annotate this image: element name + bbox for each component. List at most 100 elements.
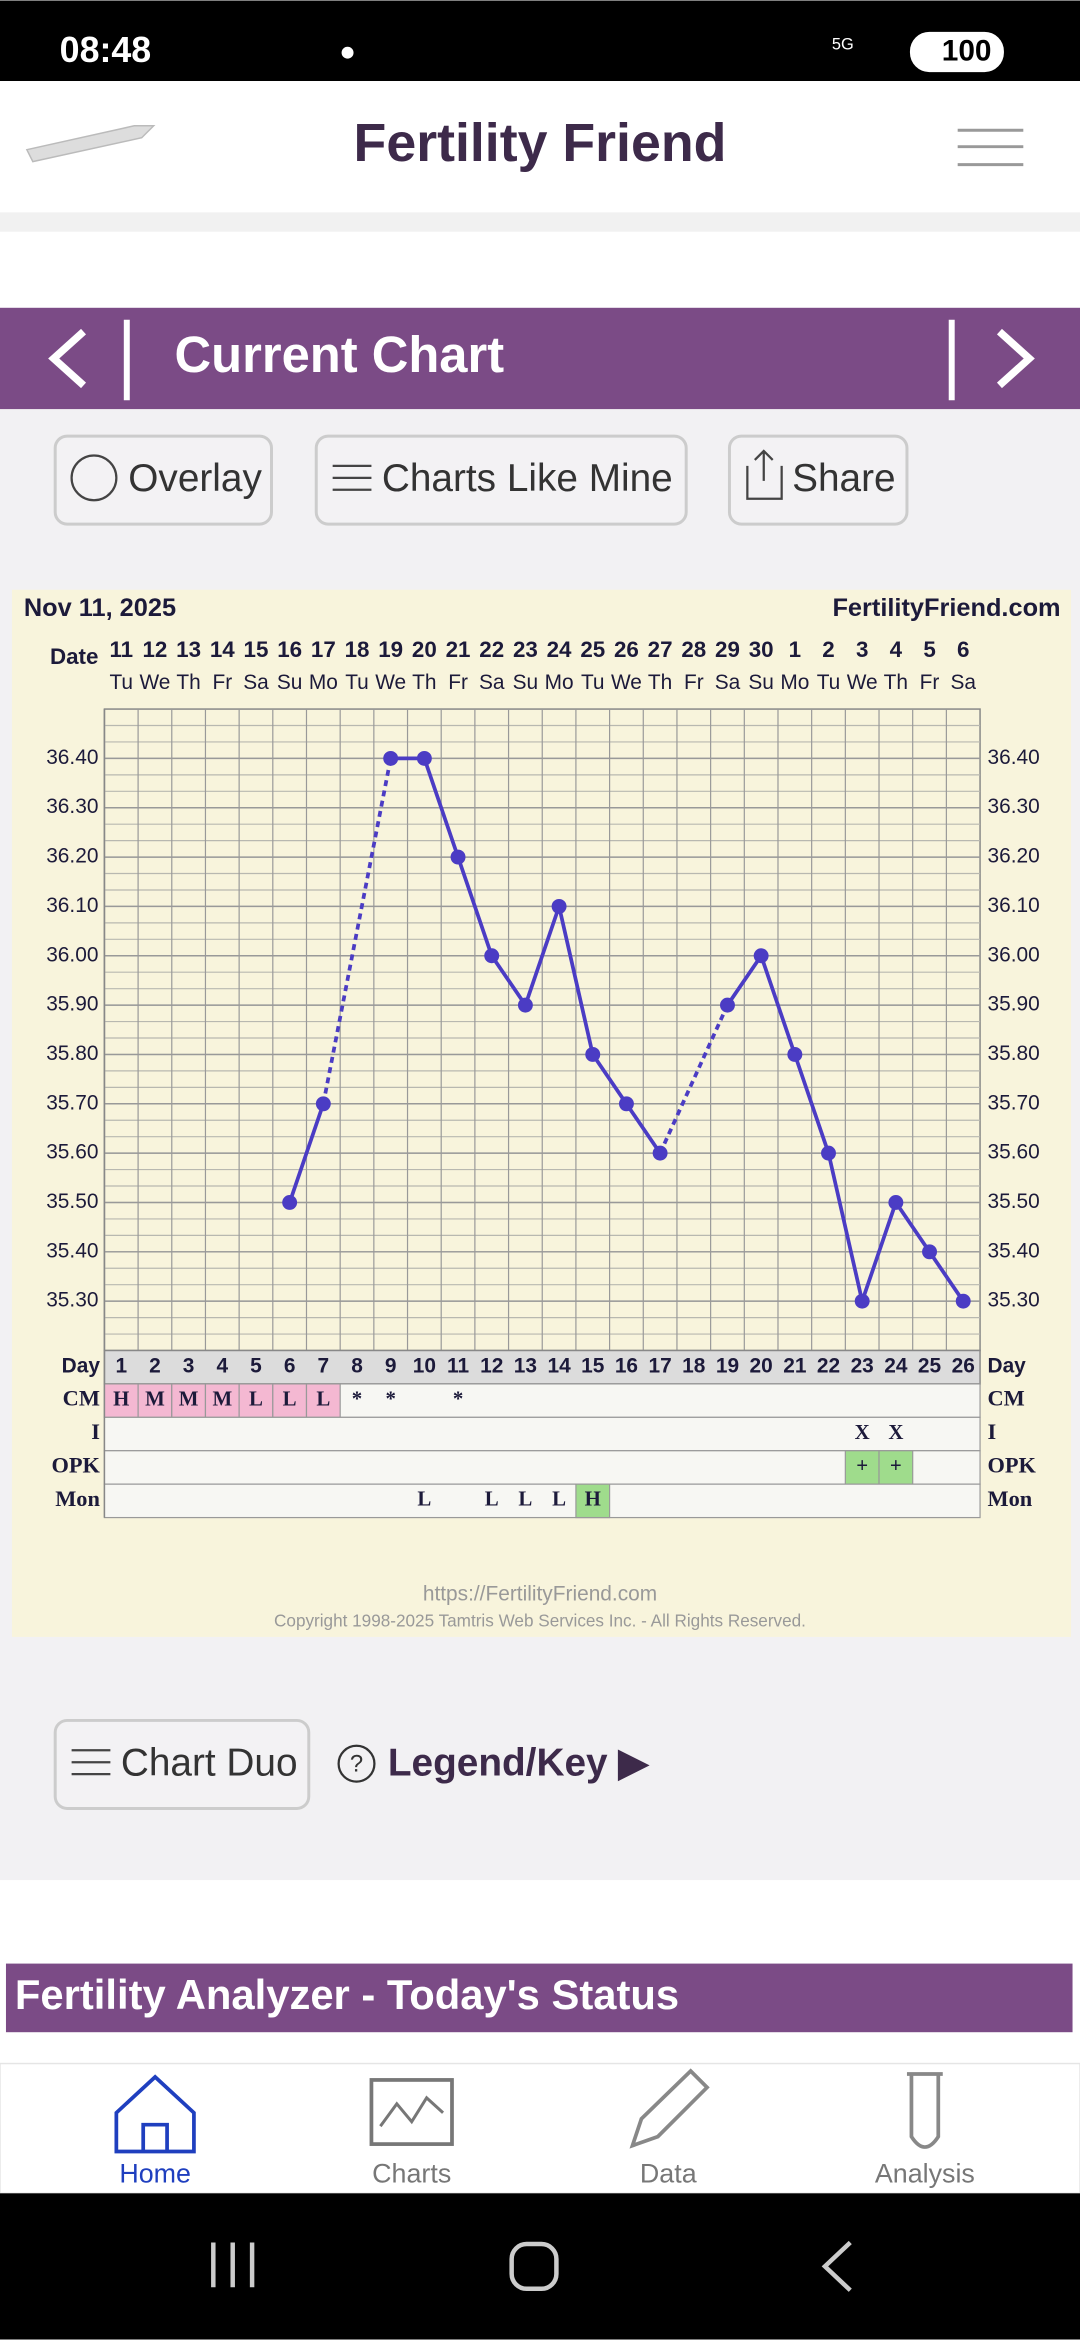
date-label: 26: [614, 637, 639, 662]
obs-cell: [137, 1383, 173, 1418]
legend-link[interactable]: Legend/Key ▶: [388, 1741, 650, 1784]
x-tick-label: 6: [284, 1355, 296, 1378]
date-label: 25: [580, 637, 605, 662]
y-tick-label: 35.60: [988, 1141, 1040, 1164]
charts-icon-line: [379, 2095, 445, 2128]
weekday-label: Mo: [309, 671, 338, 694]
temp-segment: [422, 757, 460, 858]
x-tick-label: 22: [817, 1355, 840, 1378]
obs-value: +: [890, 1453, 902, 1477]
home-button[interactable]: [509, 2241, 559, 2292]
date-label: 5: [923, 637, 935, 662]
home-icon[interactable]: [114, 2074, 196, 2154]
date-label: Date: [50, 644, 98, 669]
share-icon: [746, 449, 783, 500]
x-tick-label: 24: [884, 1355, 908, 1378]
weekday-label: We: [847, 671, 878, 694]
y-tick-label: 35.30: [46, 1289, 98, 1312]
obs-value: L: [283, 1386, 297, 1410]
obs-cell: [171, 1383, 207, 1418]
temp-point: [484, 948, 500, 964]
clock: 08:48: [60, 30, 152, 70]
thermometer-icon: [25, 125, 156, 163]
obs-value: L: [552, 1487, 566, 1511]
x-tick-label: 25: [918, 1355, 942, 1378]
x-tick-label: 12: [480, 1355, 503, 1378]
date-label: 15: [244, 637, 269, 662]
temp-point: [416, 750, 432, 766]
obs-value: L: [485, 1487, 499, 1511]
x-tick-label: 8: [351, 1355, 363, 1378]
obs-value: *: [385, 1386, 395, 1410]
y-tick-label: 35.90: [46, 993, 98, 1016]
menu-icon[interactable]: [957, 128, 1024, 167]
obs-value: M: [179, 1386, 199, 1410]
obs-value: M: [212, 1386, 232, 1410]
temp-segment: [624, 1102, 662, 1155]
weekday-label: Sa: [479, 671, 505, 694]
weekday-label: Su: [748, 671, 774, 694]
tab-label[interactable]: Charts: [372, 2159, 451, 2189]
weekday-label: Mo: [780, 671, 809, 694]
chart-duo-button[interactable]: [53, 1718, 311, 1810]
weekday-label: Sa: [715, 671, 741, 694]
obs-value: L: [316, 1386, 330, 1410]
y-tick-label: 36.30: [988, 795, 1040, 818]
x-tick-label: 5: [250, 1355, 262, 1378]
obs-cell: [878, 1450, 914, 1485]
y-tick-label: 35.70: [988, 1091, 1040, 1114]
obs-value: *: [352, 1386, 362, 1410]
date-label: 27: [648, 637, 673, 662]
temp-point: [618, 1096, 634, 1112]
y-tick-label: 35.50: [46, 1190, 98, 1213]
share-button[interactable]: [727, 434, 909, 526]
obs-value: L: [249, 1386, 263, 1410]
x-tick-label: 17: [648, 1355, 671, 1378]
temp-point: [315, 1096, 331, 1112]
obs-cell: [575, 1483, 611, 1519]
weekday-label: We: [611, 671, 642, 694]
temp-point: [551, 898, 567, 914]
obs-value: +: [856, 1453, 868, 1477]
tab-label[interactable]: Analysis: [875, 2159, 975, 2189]
date-label: 3: [856, 637, 868, 662]
date-label: 12: [142, 637, 167, 662]
x-tick-label: 16: [615, 1355, 638, 1378]
temp-point: [282, 1195, 298, 1210]
button-label: Share: [792, 457, 895, 500]
y-tick-label: 35.50: [988, 1190, 1040, 1213]
temp-point: [888, 1195, 904, 1210]
recents-button[interactable]: [211, 2242, 255, 2288]
x-tick-label: 19: [716, 1355, 739, 1378]
chart-nav: [0, 307, 1080, 410]
charts-like-mine-button[interactable]: [314, 434, 688, 526]
temp-point: [753, 948, 769, 964]
charts-icon[interactable]: [369, 2078, 454, 2146]
temp-point: [585, 1046, 601, 1062]
row-label: Mon: [55, 1486, 100, 1511]
y-tick-label: 35.40: [988, 1239, 1040, 1262]
row-label: CM: [988, 1386, 1025, 1411]
obs-value: L: [518, 1487, 532, 1511]
chart-subtitle: FertilityFriend.com: [832, 594, 1060, 622]
prev-button[interactable]: [48, 328, 87, 389]
copyright: Copyright 1998-2025 Tamtris Web Services…: [274, 1611, 806, 1631]
obs-cell: [305, 1383, 341, 1418]
x-tick-label: 9: [385, 1355, 397, 1378]
back-button[interactable]: [821, 2240, 852, 2292]
tab-label[interactable]: Data: [640, 2159, 697, 2189]
x-tick-label: 20: [750, 1355, 773, 1378]
analysis-icon[interactable]: [906, 2072, 943, 2149]
section-title: Fertility Analyzer - Today's Status: [15, 1971, 679, 2018]
date-label: 14: [210, 637, 235, 662]
data-icon[interactable]: [629, 2068, 710, 2149]
overlay-icon: [70, 454, 118, 502]
overlay-button[interactable]: [53, 434, 273, 526]
app-title: Fertility Friend: [354, 113, 727, 173]
x-tick-label: 7: [318, 1355, 330, 1378]
date-label: 17: [311, 637, 336, 662]
next-button[interactable]: [996, 328, 1035, 389]
obs-row: [103, 1450, 981, 1485]
temp-point: [854, 1293, 870, 1309]
tab-label[interactable]: Home: [119, 2159, 191, 2189]
